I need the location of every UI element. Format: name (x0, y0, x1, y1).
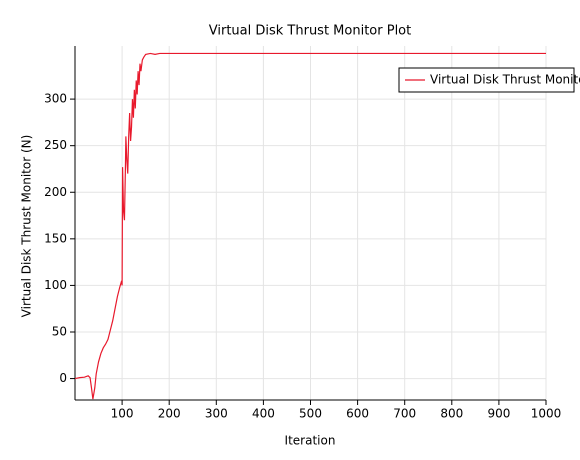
y-tick-label: 300 (44, 92, 67, 106)
y-tick-label: 100 (44, 278, 67, 292)
y-tick-label: 200 (44, 185, 67, 199)
x-tick-label: 700 (393, 407, 416, 421)
x-axis-label: Iteration (285, 434, 336, 448)
x-tick-label: 300 (205, 407, 228, 421)
legend-box (398, 67, 575, 93)
x-tick-label: 900 (487, 407, 510, 421)
x-tick-label: 400 (252, 407, 275, 421)
x-tick-label: 100 (111, 407, 134, 421)
data-line (75, 52, 546, 400)
x-tick-label: 800 (440, 407, 463, 421)
x-tick-label: 1000 (531, 407, 562, 421)
y-axis-label: Virtual Disk Thrust Monitor (N) (20, 135, 34, 318)
y-tick-label: 50 (52, 324, 67, 338)
y-tick-label: 150 (44, 231, 67, 245)
y-tick-label: 0 (59, 371, 67, 385)
y-tick-label: 250 (44, 138, 67, 152)
x-tick-label: 200 (158, 407, 181, 421)
legend-label: Virtual Disk Thrust Monitor (430, 73, 580, 87)
chart-title: Virtual Disk Thrust Monitor Plot (209, 24, 411, 39)
x-tick-label: 600 (346, 407, 369, 421)
x-tick-label: 500 (299, 407, 322, 421)
